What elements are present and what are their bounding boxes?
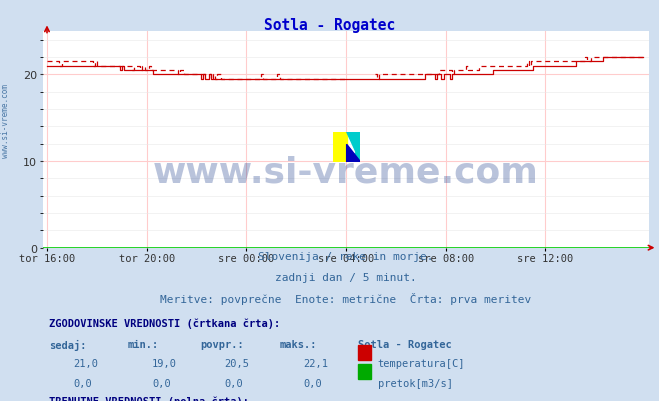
Text: Meritve: povprečne  Enote: metrične  Črta: prva meritev: Meritve: povprečne Enote: metrične Črta:… — [160, 293, 532, 305]
Text: zadnji dan / 5 minut.: zadnji dan / 5 minut. — [275, 272, 417, 282]
Text: 20,5: 20,5 — [225, 358, 250, 368]
Text: 22,1: 22,1 — [304, 358, 329, 368]
Polygon shape — [347, 148, 360, 162]
Bar — [333, 132, 347, 162]
Polygon shape — [347, 145, 360, 162]
FancyBboxPatch shape — [358, 345, 372, 360]
Polygon shape — [347, 132, 360, 162]
Text: TRENUTNE VREDNOSTI (polna črta):: TRENUTNE VREDNOSTI (polna črta): — [49, 395, 249, 401]
Text: 0,0: 0,0 — [73, 378, 92, 388]
Text: ZGODOVINSKE VREDNOSTI (črtkana črta):: ZGODOVINSKE VREDNOSTI (črtkana črta): — [49, 318, 280, 328]
Text: www.si-vreme.com: www.si-vreme.com — [1, 83, 10, 157]
Text: temperatura[C]: temperatura[C] — [378, 358, 465, 368]
Text: 19,0: 19,0 — [152, 358, 177, 368]
Text: 0,0: 0,0 — [304, 378, 322, 388]
Text: maks.:: maks.: — [279, 339, 317, 349]
Text: 0,0: 0,0 — [225, 378, 243, 388]
Text: 21,0: 21,0 — [73, 358, 98, 368]
Text: pretok[m3/s]: pretok[m3/s] — [378, 378, 453, 388]
Text: Sotla - Rogatec: Sotla - Rogatec — [358, 339, 452, 349]
Text: povpr.:: povpr.: — [200, 339, 244, 349]
FancyBboxPatch shape — [358, 364, 372, 379]
Text: min.:: min.: — [128, 339, 159, 349]
Text: sedaj:: sedaj: — [49, 339, 86, 350]
Text: www.si-vreme.com: www.si-vreme.com — [153, 156, 539, 189]
Text: Slovenija / reke in morje.: Slovenija / reke in morje. — [258, 251, 434, 261]
Text: 0,0: 0,0 — [152, 378, 171, 388]
Text: Sotla - Rogatec: Sotla - Rogatec — [264, 18, 395, 33]
